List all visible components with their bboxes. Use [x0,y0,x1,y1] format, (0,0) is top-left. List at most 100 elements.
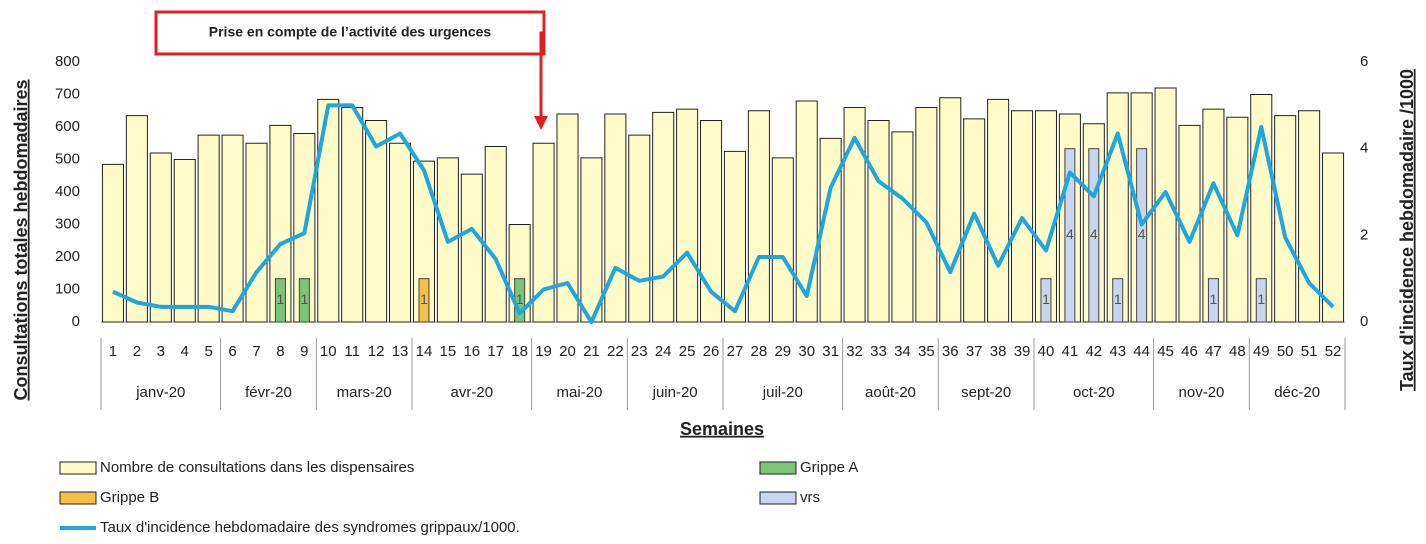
month-label: nov-20 [1179,384,1225,401]
legend-label: vrs [800,489,820,506]
small-bar [298,278,310,323]
x-tick-label: 51 [1301,343,1318,360]
x-tick-label: 23 [631,343,648,360]
bar [1274,115,1297,323]
x-tick-label: 27 [727,343,744,360]
y-tick-label: 100 [55,280,80,297]
legend-label: Grippe A [800,459,858,476]
x-tick-label: 44 [1133,343,1150,360]
x-tick-label: 47 [1205,343,1222,360]
legend-swatch [59,491,97,505]
month-label: févr-20 [245,384,292,401]
small-bar [1136,148,1148,323]
legend-label: Nombre de consultations dans les dispens… [100,459,414,476]
month-label: juin-20 [652,384,698,401]
y-tick-label: 800 [55,53,80,70]
bar [676,108,699,323]
bar [891,131,914,323]
legend-swatch [759,491,797,505]
annotation-arrowhead [534,116,548,130]
data-label: 4 [1138,226,1146,242]
y2-axis-label: Taux d'incidence hebdomadaire /1000 [1397,69,1417,391]
x-tick-label: 42 [1085,343,1102,360]
x-tick-label: 46 [1181,343,1198,360]
small-bar [418,278,430,323]
y2-tick-label: 4 [1360,140,1368,157]
bar [245,142,268,323]
y2-tick-label: 6 [1360,53,1368,70]
small-bar [1207,278,1219,323]
line [112,103,1335,324]
x-tick-label: 9 [300,343,308,360]
x-tick-label: 38 [990,343,1007,360]
y-tick-label: 200 [55,248,80,265]
bar [317,98,340,323]
x-tick-label: 6 [228,343,236,360]
bar [747,110,770,323]
x-tick-label: 2 [133,343,141,360]
x-tick-label: 22 [607,343,624,360]
x-tick-label: 16 [463,343,480,360]
x-tick-label: 49 [1253,343,1270,360]
month-label: août-20 [865,384,916,401]
bar [341,107,364,323]
x-tick-label: 39 [1014,343,1031,360]
bar [101,163,124,323]
x-axis-label: Semaines [680,419,764,439]
small-bar [1064,148,1076,323]
month-label: mars-20 [337,384,392,401]
x-tick-label: 30 [798,343,815,360]
bar [556,113,579,323]
small-bar [1088,148,1100,323]
month-label: déc-20 [1274,384,1320,401]
data-label: 1 [420,291,428,307]
x-tick-label: 26 [703,343,720,360]
month-label: avr-20 [451,384,494,401]
small-bar [1040,278,1052,323]
annotation-arrow [539,31,544,118]
small-bar [1255,278,1267,323]
x-tick-label: 8 [276,343,284,360]
y-tick-label: 400 [55,183,80,200]
bar [723,150,746,323]
data-label: 4 [1090,226,1098,242]
x-tick-label: 17 [487,343,504,360]
bar [963,118,986,323]
bar [604,113,627,323]
y-tick-label: 600 [55,118,80,135]
x-tick-label: 35 [918,343,935,360]
data-label: 1 [1210,291,1218,307]
bar [580,157,603,323]
month-label: mai-20 [557,384,603,401]
x-tick-label: 14 [416,343,433,360]
bar [1226,116,1249,323]
legend-swatch [59,461,97,475]
bar [700,120,723,323]
month-label: sept-20 [961,384,1011,401]
x-tick-label: 24 [655,343,672,360]
x-tick-label: 13 [392,343,409,360]
x-tick-label: 41 [1062,343,1079,360]
x-tick-label: 52 [1325,343,1342,360]
x-tick-label: 11 [344,343,360,360]
bar [843,107,866,323]
bar [532,142,555,323]
bar [987,98,1010,323]
x-tick-label: 20 [559,343,576,360]
bar [628,134,651,323]
data-label: 1 [1114,291,1122,307]
x-tick-label: 29 [774,343,791,360]
x-tick-label: 40 [1038,343,1055,360]
x-tick-label: 19 [535,343,552,360]
y-tick-label: 700 [55,85,80,102]
y-tick-label: 500 [55,150,80,167]
legend-label: Taux d'incidence hebdomadaire des syndro… [100,519,520,536]
annotation-box [154,10,546,56]
x-tick-label: 36 [942,343,959,360]
bar [484,146,507,323]
x-tick-label: 10 [320,343,337,360]
month-label: janv-20 [135,384,185,401]
legend-swatch [759,461,797,475]
bar [460,173,483,323]
bar [149,152,172,323]
